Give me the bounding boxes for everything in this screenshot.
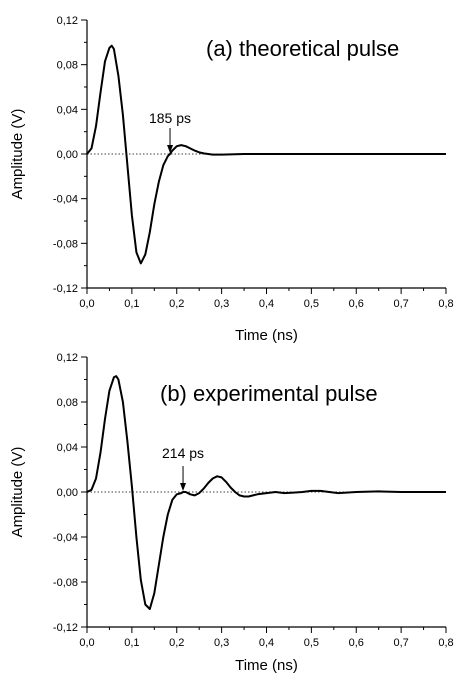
y-tick-label: 0,08 [57, 397, 78, 409]
y-axis-title: Amplitude (V) [9, 447, 26, 538]
x-tick-label: 0,3 [214, 637, 229, 649]
y-tick-label: -0,08 [53, 577, 78, 589]
x-tick-label: 0,0 [79, 298, 94, 310]
chart-panel-1: 0,0 0,1 0,2 0,3 0,4 0,5 0,6 0,7 0,8 0,12 0,08 0,04 0… [9, 352, 454, 674]
x-tick-label: 0,8 [438, 637, 453, 649]
y-tick-label: -0,04 [53, 194, 78, 206]
x-axis-title: Time (ns) [235, 657, 298, 674]
x-tick-label: 0,1 [124, 637, 139, 649]
x-tick-label: 0,0 [79, 637, 94, 649]
x-tick-label: 0,2 [169, 298, 184, 310]
x-tick-label: 0,4 [259, 298, 274, 310]
y-tick-label: 0,04 [57, 442, 78, 454]
pulse-series-line [86, 375, 446, 610]
x-tick-label: 0,4 [259, 637, 274, 649]
chart-panel-0: 0,0 0,1 0,2 0,3 0,4 0,5 0,6 0,7 0,8 0,12 0,08 0,04 0… [9, 15, 454, 344]
y-tick-label: -0,12 [53, 622, 78, 634]
x-tick-label: 0,3 [214, 298, 229, 310]
x-tick-label: 0,1 [124, 298, 139, 310]
y-tick-label: -0,08 [53, 238, 78, 250]
x-tick-label: 0,7 [393, 637, 408, 649]
y-tick-label: 0,04 [57, 104, 78, 116]
y-tick-label: 0,12 [57, 15, 78, 27]
x-axis-title: Time (ns) [235, 327, 298, 344]
pulse-series-line [86, 44, 446, 265]
annotation-arrow-head [167, 145, 174, 153]
annotation-arrow-head [180, 483, 187, 491]
y-tick-label: 0,08 [57, 60, 78, 72]
y-tick-label: 0,00 [57, 487, 78, 499]
y-tick-label: -0,12 [53, 283, 78, 295]
panel-title: (a) theoretical pulse [206, 36, 399, 61]
y-tick-label: 0,00 [57, 149, 78, 161]
annotation-label: 185 ps [149, 110, 191, 126]
x-tick-label: 0,5 [304, 298, 319, 310]
y-tick-label: 0,12 [57, 352, 78, 364]
x-tick-label: 0,6 [349, 637, 364, 649]
x-tick-label: 0,8 [438, 298, 453, 310]
x-tick-label: 0,7 [393, 298, 408, 310]
x-tick-label: 0,2 [169, 637, 184, 649]
annotation-label: 214 ps [162, 445, 204, 461]
y-axis-title: Amplitude (V) [9, 109, 26, 200]
x-tick-label: 0,6 [349, 298, 364, 310]
y-tick-label: -0,04 [53, 532, 78, 544]
panel-title: (b) experimental pulse [160, 381, 378, 406]
x-tick-label: 0,5 [304, 637, 319, 649]
